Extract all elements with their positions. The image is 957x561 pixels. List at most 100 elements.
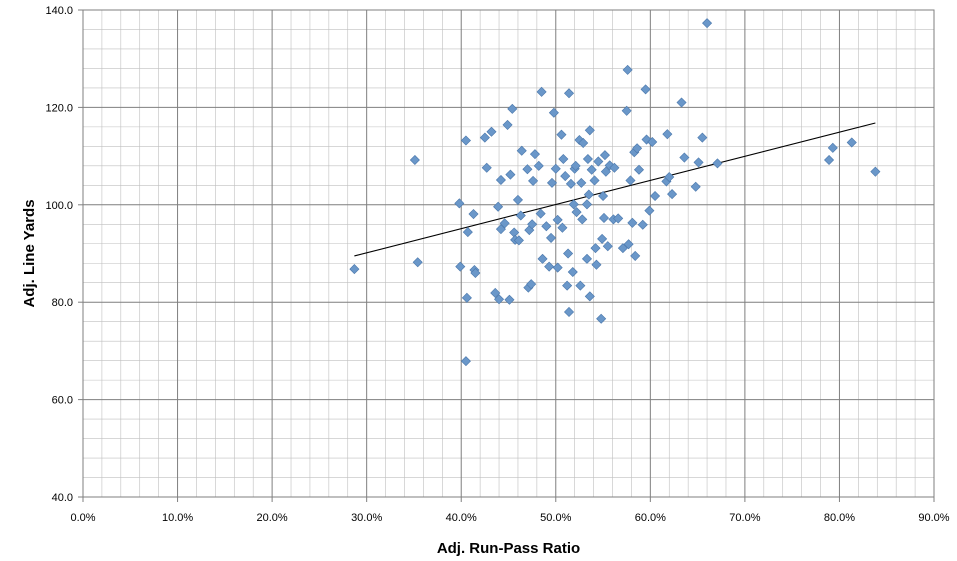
y-tick-labels: 40.0 60.0 80.0 100.0 120.0 140.0 bbox=[45, 5, 73, 504]
data-point bbox=[461, 292, 472, 303]
data-point bbox=[667, 189, 678, 200]
data-point bbox=[552, 214, 563, 225]
data-point bbox=[712, 158, 723, 169]
x-axis-title: Adj. Run-Pass Ratio bbox=[437, 540, 580, 557]
data-point bbox=[622, 64, 633, 75]
data-point bbox=[640, 84, 651, 95]
data-point bbox=[546, 232, 557, 243]
data-point bbox=[486, 126, 497, 137]
data-point bbox=[598, 212, 610, 223]
data-point bbox=[454, 198, 465, 209]
data-point bbox=[563, 306, 575, 317]
x-tick-label: 60.0% bbox=[635, 512, 666, 524]
data-point bbox=[513, 235, 524, 246]
data-point bbox=[582, 153, 593, 165]
data-point bbox=[527, 219, 538, 230]
data-point bbox=[505, 169, 516, 180]
data-point bbox=[576, 177, 587, 188]
data-point bbox=[575, 280, 586, 291]
data-point bbox=[558, 153, 569, 165]
data-point bbox=[577, 214, 588, 225]
data-point bbox=[548, 107, 559, 118]
data-point bbox=[460, 135, 471, 146]
data-point bbox=[550, 163, 561, 174]
x-tick-label: 70.0% bbox=[729, 512, 760, 524]
data-point bbox=[637, 219, 648, 230]
plot-area-frame bbox=[82, 9, 935, 498]
data-point bbox=[598, 191, 609, 202]
y-tick-label: 120.0 bbox=[45, 102, 73, 114]
data-point bbox=[522, 164, 533, 175]
data-point bbox=[493, 201, 504, 212]
data-point bbox=[827, 142, 838, 153]
data-point bbox=[586, 164, 597, 175]
y-axis-title: Adj. Line Yards bbox=[21, 199, 38, 307]
data-point bbox=[490, 287, 501, 298]
data-point bbox=[470, 267, 481, 279]
data-point bbox=[409, 154, 420, 166]
data-point bbox=[565, 178, 576, 189]
data-point bbox=[693, 157, 704, 168]
data-point bbox=[581, 199, 593, 210]
x-tick-labels: 0.0% 10.0% 20.0% 30.0% 40.0% 50.0% 60.0% 70.0% 8… bbox=[70, 512, 949, 524]
data-point bbox=[526, 279, 537, 290]
data-point bbox=[460, 356, 471, 367]
data-point bbox=[590, 243, 601, 254]
y-tick-label: 100.0 bbox=[45, 200, 73, 212]
data-point bbox=[533, 160, 544, 171]
data-point bbox=[599, 150, 610, 161]
data-point bbox=[578, 137, 589, 148]
data-point bbox=[596, 313, 607, 324]
trendline-group bbox=[354, 122, 876, 257]
data-point bbox=[625, 175, 636, 186]
x-tick-label: 0.0% bbox=[70, 512, 95, 524]
data-point bbox=[627, 217, 638, 228]
x-tick-label: 20.0% bbox=[257, 512, 288, 524]
data-point bbox=[499, 218, 510, 229]
data-point bbox=[630, 250, 641, 261]
data-point bbox=[632, 143, 643, 154]
data-point bbox=[597, 233, 608, 244]
x-tick-label: 30.0% bbox=[351, 512, 382, 524]
data-point bbox=[581, 253, 593, 264]
data-point bbox=[502, 119, 513, 130]
data-point bbox=[556, 129, 567, 140]
y-tick-label: 80.0 bbox=[52, 297, 73, 309]
data-point bbox=[529, 149, 540, 160]
data-point bbox=[512, 194, 523, 205]
data-point bbox=[349, 264, 360, 275]
trendline bbox=[354, 122, 876, 257]
data-point bbox=[570, 160, 581, 171]
x-tick-label: 40.0% bbox=[446, 512, 477, 524]
data-point bbox=[613, 213, 624, 224]
data-point bbox=[560, 171, 571, 182]
data-point bbox=[609, 162, 620, 173]
data-point bbox=[495, 174, 506, 185]
data-point bbox=[846, 137, 857, 148]
data-point bbox=[495, 224, 506, 235]
data-point bbox=[633, 164, 645, 175]
data-point bbox=[593, 156, 604, 167]
data-point bbox=[412, 257, 423, 268]
data-point bbox=[697, 132, 708, 143]
data-point bbox=[562, 280, 573, 291]
x-tick-label: 80.0% bbox=[824, 512, 855, 524]
data-point bbox=[528, 175, 539, 186]
data-point bbox=[584, 125, 595, 136]
data-point bbox=[504, 294, 515, 305]
data-point bbox=[535, 208, 546, 219]
data-point bbox=[515, 210, 526, 221]
x-tick-label: 90.0% bbox=[918, 512, 949, 524]
data-point bbox=[690, 181, 701, 192]
data-point bbox=[621, 105, 632, 116]
y-tick-label: 140.0 bbox=[45, 5, 73, 17]
data-point bbox=[567, 266, 578, 278]
data-point bbox=[479, 132, 490, 143]
data-point bbox=[602, 241, 613, 252]
data-point bbox=[647, 136, 658, 148]
data-point bbox=[563, 248, 574, 259]
data-point bbox=[571, 207, 582, 218]
y-tick-label: 40.0 bbox=[52, 492, 73, 504]
